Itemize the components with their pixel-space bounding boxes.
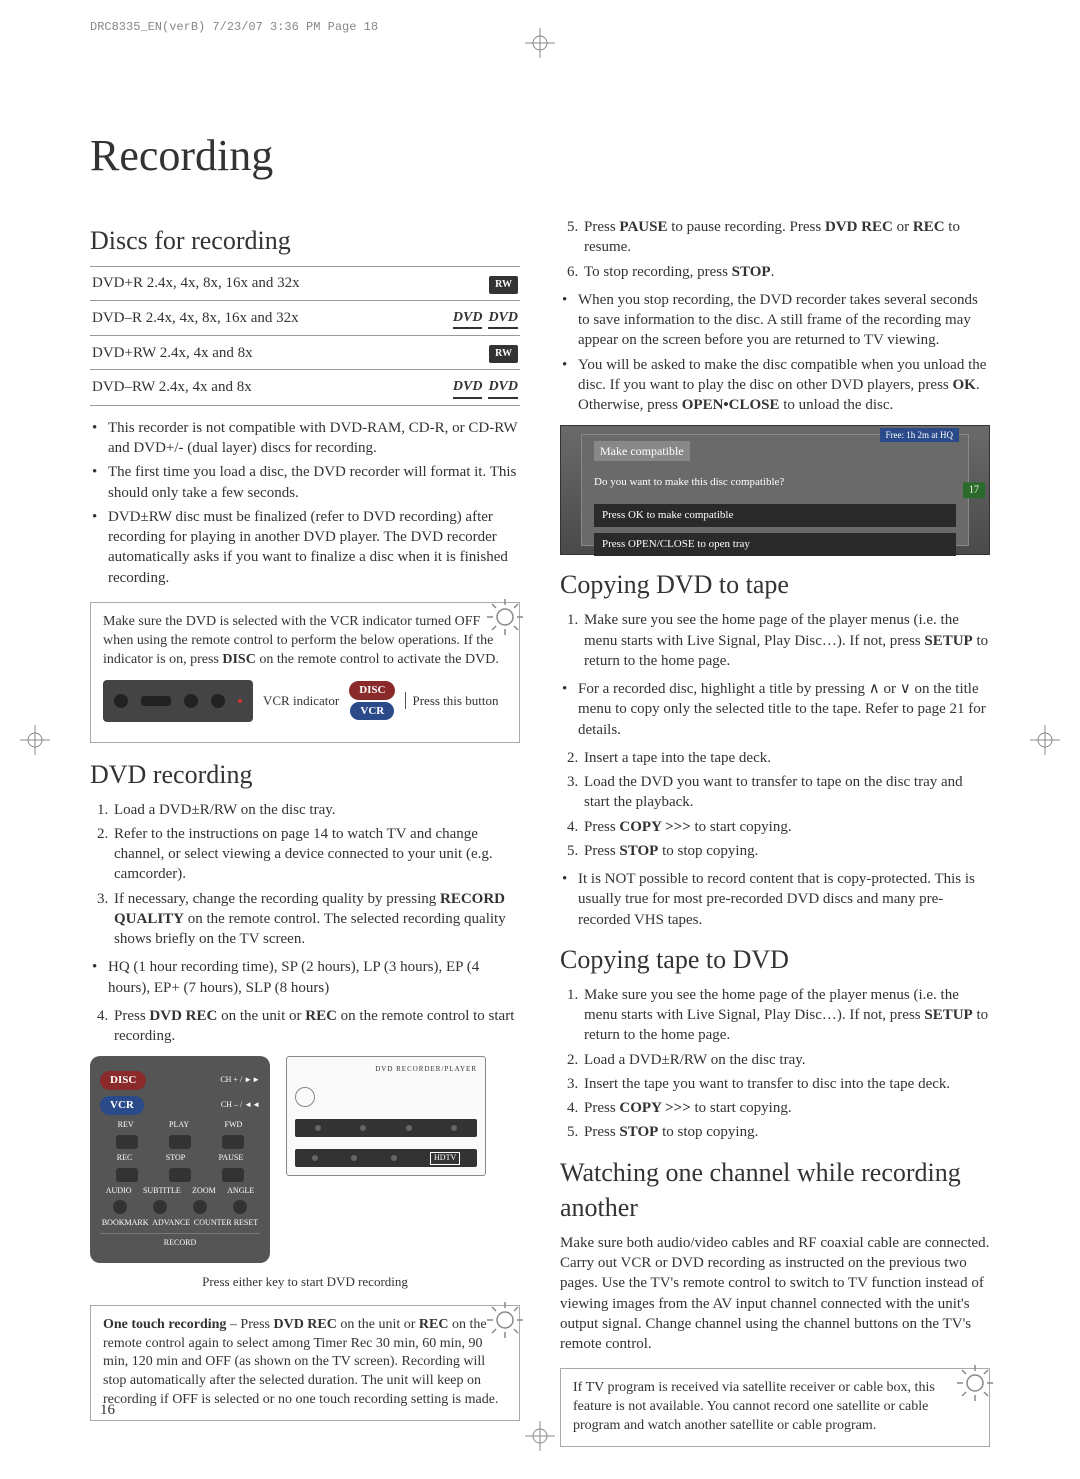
disc-row-label: DVD–RW 2.4x, 4x and 8x xyxy=(90,369,407,405)
copy-tape-heading: Copying tape to DVD xyxy=(560,942,990,977)
page-title: Recording xyxy=(90,130,990,181)
remote-diagram: VCR indicator DISC VCR Press this button xyxy=(103,680,507,722)
one-touch-title: One touch recording xyxy=(103,1317,226,1332)
tip-icon xyxy=(485,1300,525,1340)
step: Make sure you see the home page of the p… xyxy=(582,610,990,671)
copy-dvd-heading: Copying DVD to tape xyxy=(560,567,990,602)
press-this-label: Press this button xyxy=(405,692,498,710)
remote-strip xyxy=(103,680,253,722)
make-compatible-screenshot: Free: 1h 2m at HQ 17 Make compatible Do … xyxy=(560,425,990,555)
vcr-badge: VCR xyxy=(350,702,394,721)
dvd-logo: DVD xyxy=(453,378,483,399)
step: Load the DVD you want to transfer to tap… xyxy=(582,772,990,813)
dvd-logo: DVD xyxy=(488,378,518,399)
dvd-rec-heading: DVD recording xyxy=(90,757,520,792)
manual-page: DRC8335_EN(verB) 7/23/07 3:36 PM Page 18… xyxy=(0,0,1080,1479)
vcr-led xyxy=(238,699,242,703)
diagram-caption: Press either key to start DVD recording xyxy=(90,1273,520,1291)
left-column: Discs for recording DVD+R 2.4x, 4x, 8x, … xyxy=(90,211,520,1461)
dvd-logo: DVD xyxy=(488,309,518,330)
rw-logo: RW xyxy=(489,345,518,363)
step: Refer to the instructions on page 14 to … xyxy=(112,824,520,885)
dvd-rec-steps: Load a DVD±R/RW on the disc tray. Refer … xyxy=(90,800,520,950)
step: Press COPY >>> to start copying. xyxy=(582,1098,990,1118)
quality-bullet: HQ (1 hour recording time), SP (2 hours)… xyxy=(90,957,520,998)
crop-mark-left xyxy=(20,725,50,755)
header-meta: DRC8335_EN(verB) 7/23/07 3:36 PM Page 18 xyxy=(90,20,378,34)
vcr-indicator-label: VCR indicator xyxy=(263,692,339,710)
watch-heading: Watching one channel while recording ano… xyxy=(560,1155,990,1225)
step: Make sure you see the home page of the p… xyxy=(582,985,990,1046)
crop-mark-right xyxy=(1030,725,1060,755)
right-steps: Press PAUSE to pause recording. Press DV… xyxy=(560,217,990,282)
disc-row-label: DVD+RW 2.4x, 4x and 8x xyxy=(90,336,407,370)
step: Press STOP to stop copying. xyxy=(582,841,990,861)
discs-heading: Discs for recording xyxy=(90,223,520,258)
dvd-recorder-unit: DVD RECORDER/PLAYER HDTV xyxy=(286,1056,486,1176)
disc-table: DVD+R 2.4x, 4x, 8x, 16x and 32x RW DVD–R… xyxy=(90,266,520,406)
disc-bullets: This recorder is not compatible with DVD… xyxy=(90,418,520,588)
step: Press PAUSE to pause recording. Press DV… xyxy=(582,217,990,258)
disc-tray-icon xyxy=(295,1087,315,1107)
remote-device-diagram: DISCCH + / ►► VCRCH – / ◄◄ REVPLAYFWD RE… xyxy=(90,1056,520,1263)
crop-mark-bottom xyxy=(525,1421,555,1451)
page-number: 16 xyxy=(100,1402,115,1419)
step: Insert a tape into the tape deck. xyxy=(582,748,990,768)
watch-note-text: If TV program is received via satellite … xyxy=(573,1380,935,1433)
note-box: Make sure the DVD is selected with the V… xyxy=(90,602,520,743)
crop-mark-top xyxy=(525,28,555,58)
rw-logo: RW xyxy=(489,276,518,294)
watch-note: If TV program is received via satellite … xyxy=(560,1368,990,1447)
disc-row-label: DVD–R 2.4x, 4x, 8x, 16x and 32x xyxy=(90,300,407,336)
watch-body: Make sure both audio/video cables and RF… xyxy=(560,1233,990,1355)
disc-row-label: DVD+R 2.4x, 4x, 8x, 16x and 32x xyxy=(90,267,407,301)
one-touch-note: One touch recording – Press DVD REC on t… xyxy=(90,1305,520,1421)
bullet: For a recorded disc, highlight a title b… xyxy=(560,679,990,740)
bullet: The first time you load a disc, the DVD … xyxy=(90,462,520,503)
right-column: Press PAUSE to pause recording. Press DV… xyxy=(560,211,990,1461)
step: Press DVD REC on the unit or REC on the … xyxy=(112,1006,520,1047)
step: Load a DVD±R/RW on the disc tray. xyxy=(112,800,520,820)
bullet: You will be asked to make the disc compa… xyxy=(560,355,990,416)
step: To stop recording, press STOP. xyxy=(582,262,990,282)
disc-badge: DISC xyxy=(349,681,395,700)
step: Press STOP to stop copying. xyxy=(582,1122,990,1142)
step: If necessary, change the recording quali… xyxy=(112,889,520,950)
step: Insert the tape you want to transfer to … xyxy=(582,1074,990,1094)
bullet: When you stop recording, the DVD recorde… xyxy=(560,290,990,351)
note-text: Make sure the DVD is selected with the V… xyxy=(103,614,499,667)
bullet: DVD±RW disc must be finalized (refer to … xyxy=(90,507,520,588)
bullet: This recorder is not compatible with DVD… xyxy=(90,418,520,459)
tip-icon xyxy=(955,1363,995,1403)
tip-icon xyxy=(485,597,525,637)
remote-control: DISCCH + / ►► VCRCH – / ◄◄ REVPLAYFWD RE… xyxy=(90,1056,270,1263)
step: Load a DVD±R/RW on the disc tray. xyxy=(582,1050,990,1070)
step: Press COPY >>> to start copying. xyxy=(582,817,990,837)
dvd-logo: DVD xyxy=(453,309,483,330)
bullet: It is NOT possible to record content tha… xyxy=(560,869,990,930)
